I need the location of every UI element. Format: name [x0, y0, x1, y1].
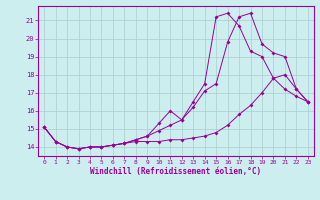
X-axis label: Windchill (Refroidissement éolien,°C): Windchill (Refroidissement éolien,°C) [91, 167, 261, 176]
